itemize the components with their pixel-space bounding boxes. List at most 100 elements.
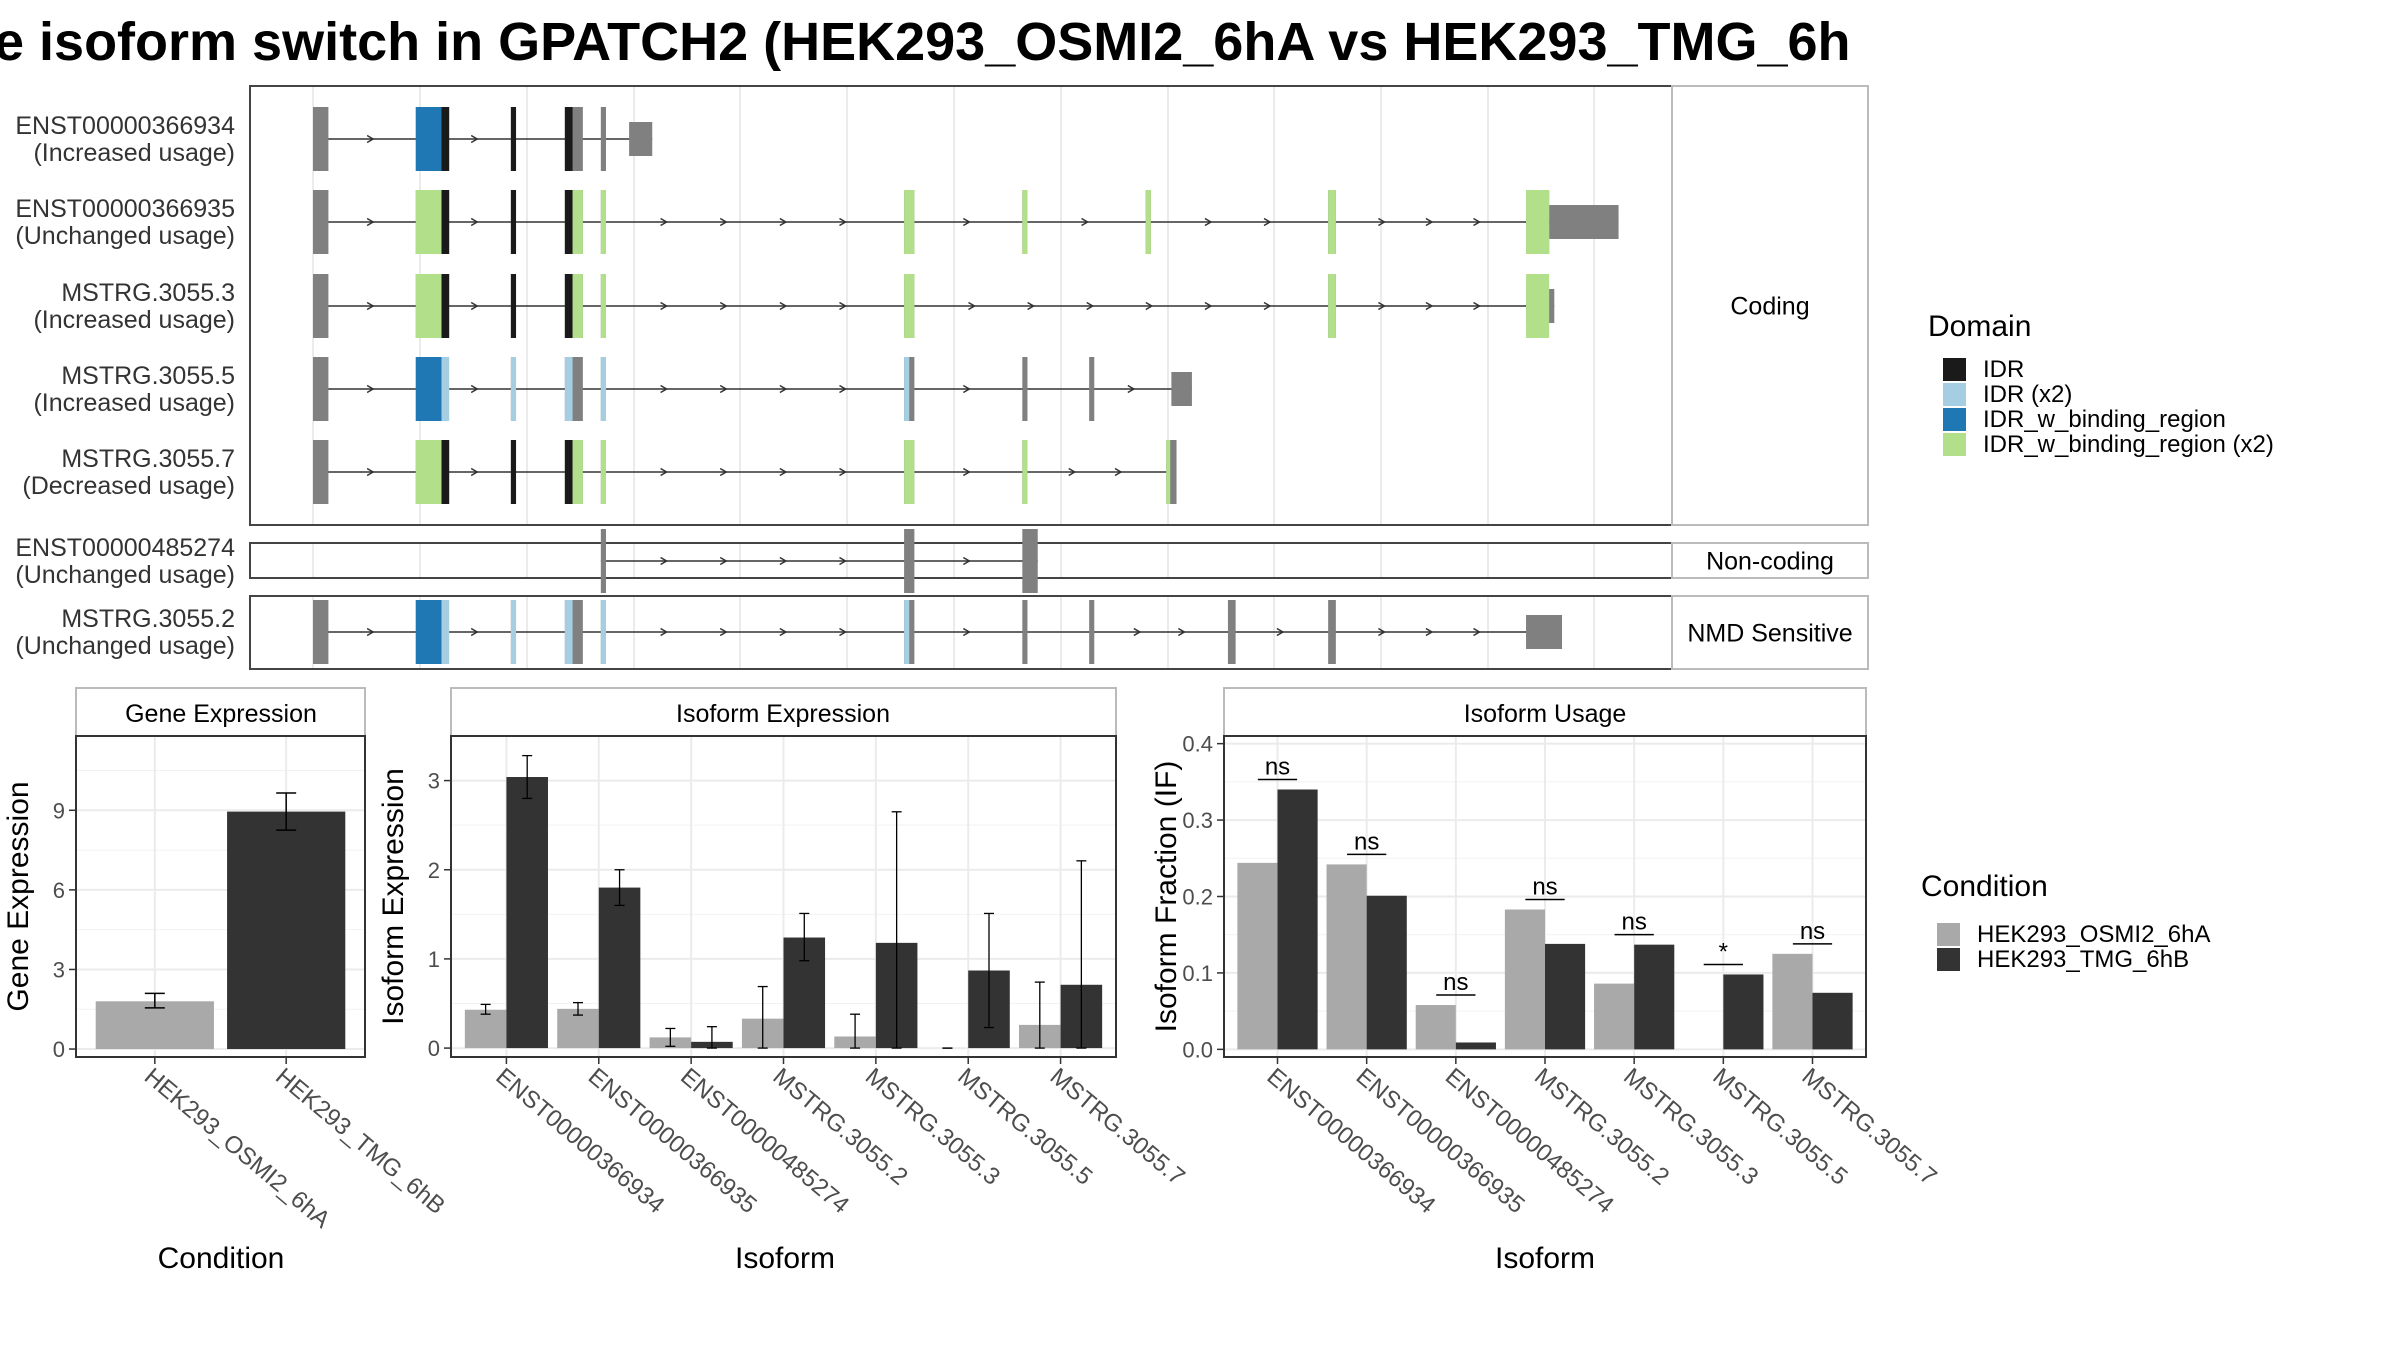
isoform-usage-label: (Increased usage): [33, 139, 235, 167]
y-tick-label: 0.4: [1182, 732, 1213, 757]
isoform-id-label: ENST00000485274: [15, 534, 235, 562]
significance-label: *: [1719, 938, 1728, 965]
protein-domain: [415, 600, 442, 664]
intron-arrow: [470, 467, 479, 477]
intron-arrow: [719, 627, 728, 637]
condition-legend-swatch: [1937, 923, 1960, 946]
bar: [95, 1001, 214, 1050]
y-tick-label: 6: [53, 878, 65, 903]
exon: [1022, 600, 1028, 664]
exon: [1171, 372, 1192, 406]
intron-arrow: [962, 217, 971, 227]
protein-domain: [441, 190, 450, 254]
protein-domain: [510, 440, 517, 504]
figure-title: e isoform switch in GPATCH2 (HEK293_OSMI…: [0, 12, 1851, 72]
x-tick-label: ENST00000366934: [491, 1063, 670, 1219]
protein-domain: [600, 357, 606, 421]
y-tick-label: 2: [428, 858, 440, 883]
y-tick-label: 3: [428, 769, 440, 794]
bar-chart-panel: Isoform Expression 0 1 2 3 ENST00000366934ENS…: [377, 687, 1190, 1275]
intron-arrow: [1204, 217, 1213, 227]
intron-arrow: [962, 556, 971, 566]
isoform-usage-label: (Increased usage): [33, 306, 235, 334]
intron-arrow: [1027, 301, 1036, 311]
protein-domain: [415, 274, 442, 338]
isoform-id-label: ENST00000366935: [15, 195, 235, 223]
x-tick-label: ENST00000366934: [1262, 1063, 1441, 1219]
intron-arrow: [839, 301, 847, 311]
protein-domain: [510, 600, 517, 664]
intron-arrow: [660, 627, 669, 637]
protein-domain: [510, 190, 517, 254]
bar-chart-panel: Isoform Usage 0.0 0.1 0.2 0.3 0.4 ns ns ns ns ns * n…: [1150, 687, 1942, 1275]
protein-domain: [564, 357, 573, 421]
y-tick-label: 9: [53, 798, 65, 823]
y-axis-title: Gene Expression: [2, 781, 35, 1011]
significance-label: ns: [1354, 828, 1379, 855]
significance-label: ns: [1265, 754, 1290, 781]
x-tick-label: ENST00000485274: [1440, 1063, 1619, 1219]
intron-arrow: [839, 627, 847, 637]
intron-arrow: [962, 467, 971, 477]
intron-arrow: [1378, 627, 1386, 637]
intron-arrow: [1425, 217, 1434, 227]
intron-arrow: [366, 301, 375, 311]
protein-domain: [441, 107, 450, 171]
exon: [1328, 600, 1336, 664]
isoform-id-label: MSTRG.3055.5: [61, 362, 235, 390]
structure-group-label: NMD Sensitive: [1687, 620, 1852, 648]
panel-title: Isoform Usage: [1464, 700, 1627, 728]
domain-legend-label: IDR (x2): [1983, 381, 2072, 408]
y-tick-label: 0.0: [1182, 1037, 1213, 1062]
exon: [1022, 357, 1028, 421]
protein-domain: [564, 107, 573, 171]
intron-arrow: [366, 627, 375, 637]
exon: [313, 190, 329, 254]
domain-legend-label: IDR_w_binding_region (x2): [1983, 431, 2274, 458]
significance-label: ns: [1443, 969, 1468, 996]
bar: [1366, 895, 1407, 1050]
domain-legend-label: IDR_w_binding_region: [1983, 406, 2226, 433]
panel-title-strip: [1223, 687, 1867, 737]
y-axis-title: Isoform Fraction (IF): [1150, 761, 1183, 1033]
isoform-row: ENST00000485274(Unchanged usage): [15, 529, 1038, 593]
intron-arrow: [1378, 217, 1386, 227]
isoform-usage-label: (Unchanged usage): [15, 632, 235, 660]
intron-arrow: [839, 217, 847, 227]
bar: [1634, 944, 1675, 1050]
intron-arrow: [470, 134, 479, 144]
x-tick-label: ENST00000366935: [1351, 1063, 1530, 1219]
condition-legend-title: Condition: [1921, 870, 2048, 903]
intron-arrow: [839, 467, 847, 477]
isoform-id-label: MSTRG.3055.3: [61, 279, 235, 307]
protein-domain: [1328, 274, 1336, 338]
intron-arrow: [1133, 627, 1142, 637]
protein-domain: [510, 274, 517, 338]
isoform-usage-label: (Increased usage): [33, 389, 235, 417]
protein-domain: [600, 274, 606, 338]
intron-arrow: [1127, 384, 1136, 394]
exon: [1089, 357, 1095, 421]
bar: [1504, 909, 1545, 1050]
intron-arrow: [1378, 301, 1386, 311]
x-axis-title: Isoform: [735, 1242, 835, 1275]
intron-arrow: [660, 384, 669, 394]
bar: [1723, 974, 1764, 1050]
bar: [598, 887, 641, 1049]
exon: [1022, 529, 1038, 593]
protein-domain: [1022, 190, 1028, 254]
bar: [1594, 983, 1635, 1050]
intron-arrow: [839, 384, 847, 394]
intron-arrow: [779, 467, 788, 477]
intron-arrow: [1263, 217, 1272, 227]
isoform-row: ENST00000366935(Unchanged usage): [15, 190, 1619, 254]
protein-domain: [1022, 440, 1028, 504]
bar: [227, 811, 346, 1050]
bar: [1545, 943, 1586, 1050]
protein-domain: [441, 600, 450, 664]
isoform-id-label: ENST00000366934: [15, 112, 235, 140]
